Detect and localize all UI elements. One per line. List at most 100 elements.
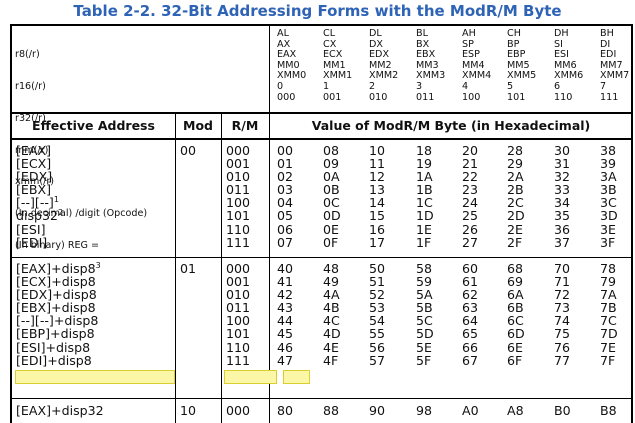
modrm-hex: 70 71 72 73 74 75 76 77 bbox=[554, 262, 570, 367]
mod-value-cell: 01 bbox=[180, 261, 197, 276]
modrm-hex-cell: 20 bbox=[462, 143, 479, 158]
modrm-hex-cell: 02 bbox=[277, 169, 294, 185]
effective-address-cell: [EAX] bbox=[16, 144, 63, 157]
ea-text: [EAX]+disp8 bbox=[16, 261, 96, 276]
ea-text: [ECX]+disp8 bbox=[16, 274, 96, 290]
modrm-hex-cell: 30 bbox=[554, 143, 571, 158]
ea-text: [EDI]+disp8 bbox=[16, 352, 92, 368]
register-name: XMM1 bbox=[323, 70, 353, 82]
modrm-hex-cell: 10 bbox=[369, 143, 386, 158]
register-name: EBP bbox=[507, 49, 526, 61]
register-name: 110 bbox=[554, 91, 573, 103]
modrm-hex-cell: 49 bbox=[323, 274, 340, 290]
modrm-hex-cell: 63 bbox=[462, 300, 479, 316]
modrm-hex-cell: 61 bbox=[462, 274, 479, 290]
legend-line: (In decimal) /digit (Opcode) bbox=[15, 208, 148, 220]
legend-line: mm(/r) bbox=[15, 144, 49, 156]
modrm-hex-cell: 4B bbox=[323, 300, 340, 316]
modrm-hex-cell: 7E bbox=[600, 339, 616, 355]
effective-address-cell: [--][--]1 bbox=[16, 196, 63, 210]
register-name: ESI bbox=[554, 49, 569, 61]
modrm-hex-cell: 79 bbox=[600, 274, 617, 290]
rule-group2-bottom bbox=[12, 398, 633, 399]
register-column: BL BX EBX MM3 XMM3 3 011 bbox=[416, 28, 456, 103]
register-name: XMM4 bbox=[462, 70, 492, 82]
modrm-hex-cell: 48 bbox=[323, 261, 340, 276]
modrm-hex-cell: 80 bbox=[277, 403, 294, 418]
register-name: SP bbox=[462, 38, 474, 50]
register-name: CX bbox=[323, 38, 337, 50]
modrm-hex-cell: 38 bbox=[600, 143, 617, 158]
modrm-hex-cell: 21 bbox=[462, 156, 479, 172]
modrm-hex: A0 bbox=[462, 404, 479, 417]
register-name: ECX bbox=[323, 49, 343, 61]
rule-colhead-bottom bbox=[12, 138, 633, 140]
effective-address-cell: [ECX]+disp8 bbox=[16, 275, 101, 288]
register-name: SI bbox=[554, 38, 563, 50]
register-column: AH SP ESP MM4 XMM4 4 100 bbox=[462, 28, 502, 103]
legend-line: r32(/r) bbox=[15, 112, 46, 124]
col-head-mod: Mod bbox=[183, 118, 213, 133]
register-name: 1 bbox=[323, 80, 330, 92]
register-name: MM4 bbox=[462, 59, 485, 71]
modrm-hex-cell: 68 bbox=[507, 261, 524, 276]
modrm-hex-cell: 27 bbox=[462, 234, 479, 250]
modrm-hex-cell: A0 bbox=[462, 403, 479, 418]
modrm-hex-cell: 3C bbox=[600, 195, 617, 211]
modrm-hex-cell: 2B bbox=[507, 182, 524, 198]
rule-mod-rm bbox=[221, 112, 222, 423]
modrm-hex-cell: 17 bbox=[369, 234, 386, 250]
modrm-hex-cell: 03 bbox=[277, 182, 294, 198]
effective-address-cell: [EDX] bbox=[16, 170, 63, 183]
modrm-hex-cell: 2D bbox=[507, 208, 525, 224]
ea-text: [--][--]+disp8 bbox=[16, 313, 99, 329]
register-name: EBX bbox=[416, 49, 436, 61]
modrm-hex-cell: 6B bbox=[507, 300, 524, 316]
modrm-hex-cell: B0 bbox=[554, 403, 571, 418]
modrm-hex-cell: 12 bbox=[369, 169, 386, 185]
register-name: 2 bbox=[369, 80, 376, 92]
register-name: MM3 bbox=[416, 59, 439, 71]
modrm-hex-cell: 4A bbox=[323, 287, 340, 303]
highlight-value bbox=[283, 370, 310, 384]
modrm-hex-cell: 0D bbox=[323, 208, 341, 224]
mod-value-cell: 00 bbox=[180, 143, 197, 158]
modrm-hex-cell: 75 bbox=[554, 326, 571, 342]
modrm-hex: 50 51 52 53 54 55 56 57 bbox=[369, 262, 385, 367]
rm-value: 000 bbox=[226, 404, 250, 417]
modrm-hex-cell: 13 bbox=[369, 182, 386, 198]
register-name: BL bbox=[416, 28, 428, 39]
modrm-hex-cell: 3B bbox=[600, 182, 617, 198]
rm-value-cell: 100 bbox=[226, 195, 251, 211]
modrm-hex-cell: 47 bbox=[277, 352, 294, 368]
register-name: MM2 bbox=[369, 59, 392, 71]
register-name: XMM2 bbox=[369, 70, 399, 82]
modrm-hex-cell: 39 bbox=[600, 156, 617, 172]
register-name: DH bbox=[554, 28, 569, 39]
modrm-hex-cell: 3D bbox=[600, 208, 618, 224]
modrm-hex-cell: 74 bbox=[554, 313, 571, 329]
highlight-rm bbox=[224, 370, 277, 384]
modrm-hex-cell: 5D bbox=[416, 326, 434, 342]
ea-text: [EDI] bbox=[16, 234, 48, 250]
register-name: ESP bbox=[462, 49, 480, 61]
rm-value-cell: 001 bbox=[226, 274, 251, 290]
mod-value: 00 bbox=[180, 144, 196, 157]
modrm-hex-cell: 7C bbox=[600, 313, 617, 329]
ea-text: [EAX]+disp32 bbox=[16, 403, 104, 418]
effective-address: [EAX] [ECX] [EDX] [EBX] [--][--]1 disp322 [ESI… bbox=[16, 144, 63, 249]
modrm-hex-cell: 42 bbox=[277, 287, 294, 303]
modrm-hex-cell: 29 bbox=[507, 156, 524, 172]
modrm-hex-cell: 4C bbox=[323, 313, 340, 329]
ea-text: [EBP]+disp8 bbox=[16, 326, 95, 342]
register-name: AH bbox=[462, 28, 476, 39]
modrm-hex: 58 59 5A 5B 5C 5D 5E 5F bbox=[416, 262, 434, 367]
register-name: 7 bbox=[600, 80, 607, 92]
modrm-hex-cell: 5F bbox=[416, 352, 432, 368]
modrm-hex-cell: 5C bbox=[416, 313, 433, 329]
modrm-hex-cell: 7A bbox=[600, 287, 617, 303]
effective-address-cell: [EDX]+disp8 bbox=[16, 288, 101, 301]
modrm-hex-cell: 19 bbox=[416, 156, 433, 172]
modrm-hex-cell: 15 bbox=[369, 208, 386, 224]
rule-header-left bbox=[269, 26, 270, 112]
